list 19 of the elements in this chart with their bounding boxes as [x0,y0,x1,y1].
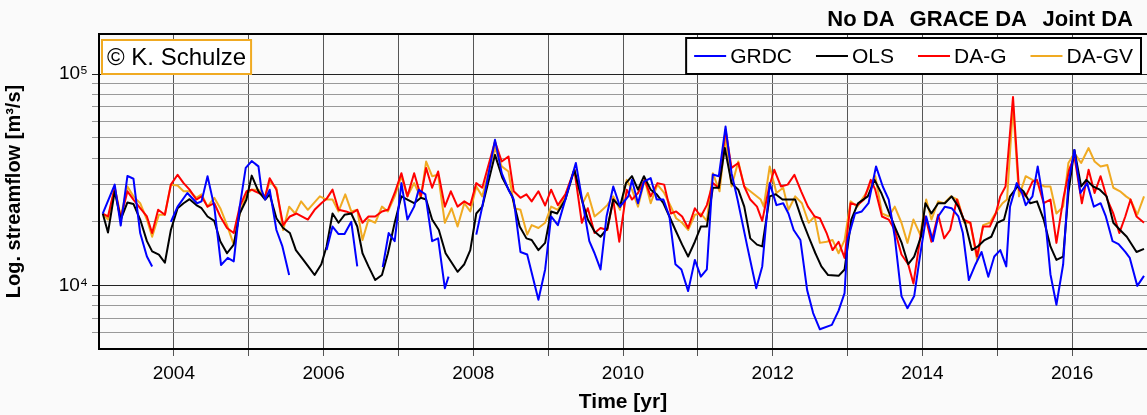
legend-label: OLS [851,43,894,67]
text: Joint DA [1042,6,1134,32]
x-tick-label: 2012 [751,361,794,383]
x-axis-title: Time [yr] [578,389,668,413]
x-tick-label: 2008 [452,361,495,383]
legend-label: DA-G [953,43,1007,67]
y-tick-label: 10⁵ [58,62,88,84]
legend-label: GRDC [730,43,792,67]
legend-label: DA-GV [1066,43,1134,67]
y-axis-title: Log. streamflow [m³/s] [1,84,24,299]
y-tick-label: 10⁴ [58,273,88,295]
x-tick-label: 2004 [152,361,196,383]
x-tick-label: 2014 [901,361,944,383]
text: No DA [827,6,895,32]
x-tick-label: 2016 [1051,361,1094,383]
x-tick-label: 2006 [302,361,345,383]
annotation: © K. Schulze [107,42,247,70]
x-tick-label: 2010 [601,361,645,383]
text: GRACE DA [909,6,1028,32]
